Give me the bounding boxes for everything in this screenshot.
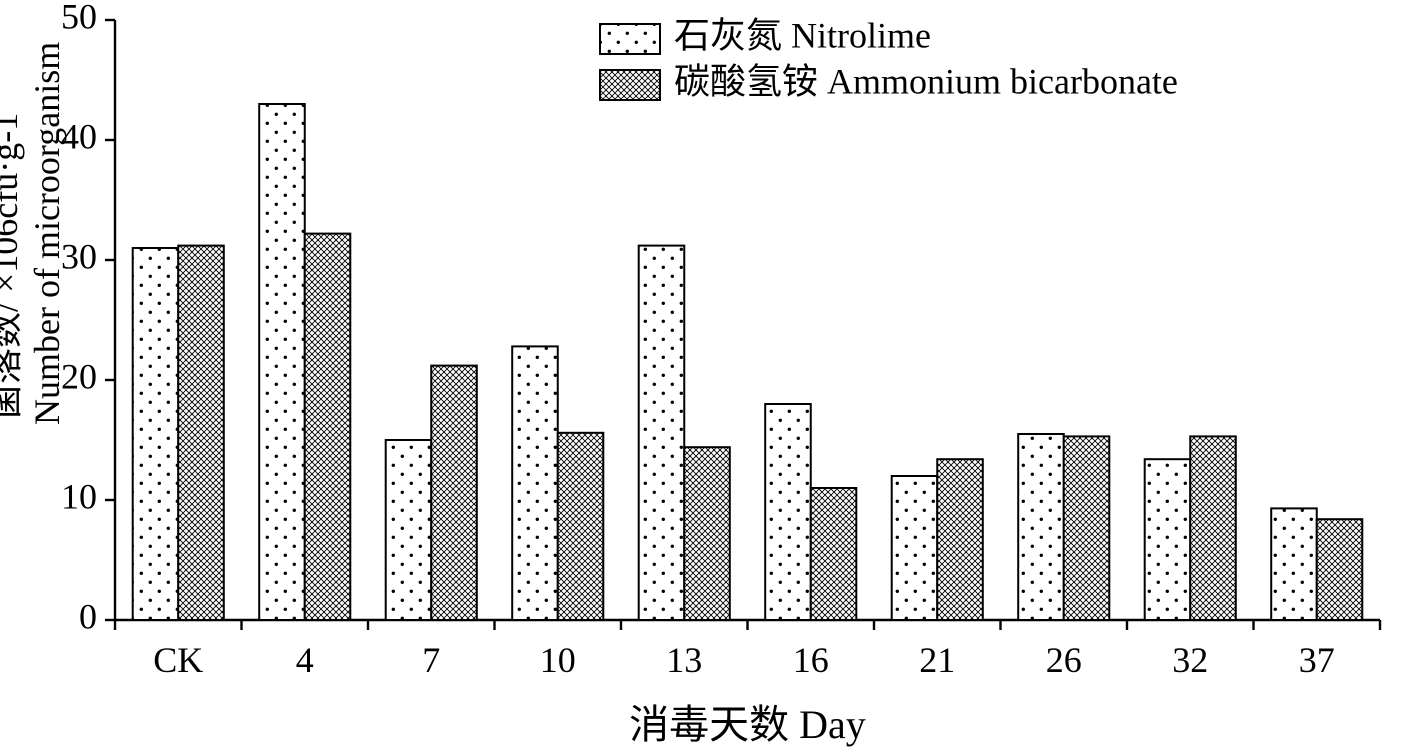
x-tick-label: 4 <box>296 640 314 680</box>
x-tick-label: 21 <box>919 640 955 680</box>
bar-nitrolime <box>892 476 938 620</box>
y-tick-label: 10 <box>61 476 97 516</box>
bar-ammbic <box>1190 436 1236 620</box>
y-tick-label: 50 <box>61 0 97 36</box>
y-axis-label-line1: 菌落数/ ×106cfu·g-1 <box>0 113 25 420</box>
x-tick-label: 13 <box>666 640 702 680</box>
y-axis-label-line2: Number of microorganism <box>27 42 67 425</box>
bar-nitrolime <box>639 246 685 620</box>
bar-nitrolime <box>1018 434 1064 620</box>
legend-label-nitrolime: 石灰氮 Nitrolime <box>674 15 931 55</box>
bar-ammbic <box>178 246 224 620</box>
bar-ammbic <box>431 366 477 620</box>
x-tick-label: 10 <box>540 640 576 680</box>
x-tick-label: CK <box>153 640 203 680</box>
x-tick-label: 32 <box>1172 640 1208 680</box>
bar-ammbic <box>684 447 730 620</box>
bar-ammbic <box>1064 436 1110 620</box>
x-tick-label: 16 <box>793 640 829 680</box>
bar-ammbic <box>305 234 351 620</box>
bar-nitrolime <box>765 404 811 620</box>
bar-nitrolime <box>133 248 179 620</box>
x-axis-label: 消毒天数 Day <box>629 702 866 747</box>
bar-nitrolime <box>386 440 432 620</box>
x-tick-label: 26 <box>1046 640 1082 680</box>
x-tick-label: 37 <box>1299 640 1335 680</box>
bar-ammbic <box>558 433 604 620</box>
bar-ammbic <box>811 488 857 620</box>
bar-ammbic <box>937 459 983 620</box>
bar-nitrolime <box>1271 508 1317 620</box>
legend-label-ammbic: 碳酸氢铵 Ammonium bicarbonate <box>674 61 1178 101</box>
legend-swatch-ammbic <box>600 70 660 100</box>
chart-svg: 01020304050CK4710131621263237石灰氮 Nitroli… <box>0 0 1413 756</box>
bar-nitrolime <box>1145 459 1191 620</box>
y-axis-label: 菌落数/ ×106cfu·g-1Number of microorganism <box>0 42 67 425</box>
y-tick-label: 0 <box>79 596 97 636</box>
bar-nitrolime <box>259 104 305 620</box>
bar-ammbic <box>1317 519 1363 620</box>
bar-nitrolime <box>512 346 558 620</box>
x-tick-label: 7 <box>422 640 440 680</box>
legend-swatch-nitrolime <box>600 24 660 54</box>
chart-root: 01020304050CK4710131621263237石灰氮 Nitroli… <box>0 0 1413 756</box>
